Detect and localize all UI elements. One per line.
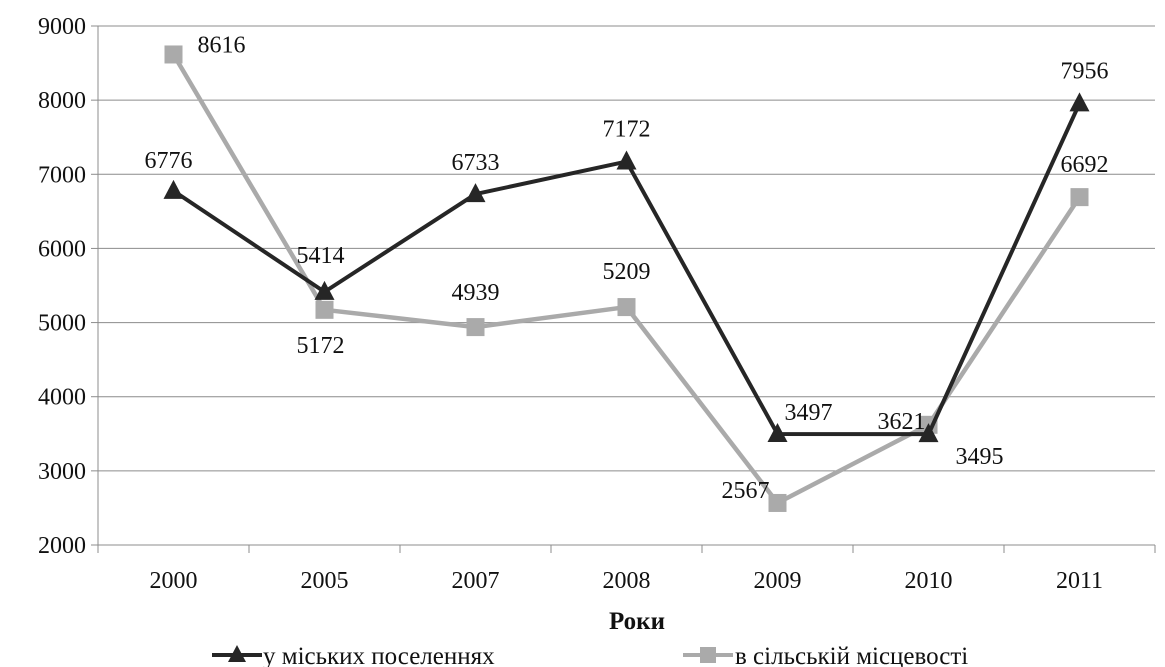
- data-label-urban: 7172: [603, 117, 651, 143]
- data-label-urban: 5414: [297, 243, 345, 269]
- y-tick-label: 8000: [38, 88, 86, 114]
- point-rural: [1070, 188, 1089, 207]
- series: [163, 45, 1090, 512]
- x-tick-label: 2011: [1056, 568, 1103, 594]
- data-label-urban: 6776: [145, 148, 193, 174]
- y-tick-label: 3000: [38, 459, 86, 485]
- data-label-rural: 5209: [603, 259, 651, 285]
- legend-item-rural: в сільській місцевості: [683, 643, 968, 667]
- legend-item-urban: у міських поселеннях: [212, 643, 495, 667]
- point-urban: [314, 280, 335, 300]
- point-urban: [1069, 92, 1090, 112]
- data-labels: 6776 5414 6733 7172 3497 3495 7956 8616 5172 4939…: [145, 32, 1109, 503]
- x-axis-title: Роки: [609, 608, 665, 635]
- point-rural: [315, 300, 334, 319]
- data-label-urban: 6733: [452, 150, 500, 176]
- legend-label-rural: в сільській місцевості: [735, 643, 968, 667]
- data-label-rural: 3621: [878, 409, 926, 435]
- data-label-urban: 7956: [1061, 58, 1109, 84]
- point-rural: [768, 493, 787, 512]
- point-rural: [164, 45, 183, 64]
- legend-marker-urban: [228, 645, 246, 662]
- point-rural: [466, 318, 485, 337]
- y-tick-label: 6000: [38, 236, 86, 262]
- x-tick-label: 2009: [754, 568, 802, 594]
- data-label-urban: 3497: [785, 400, 833, 426]
- legend: у міських поселеннях в сільській місцево…: [212, 643, 968, 667]
- y-tick-label: 9000: [38, 14, 86, 40]
- data-label-rural: 4939: [452, 280, 500, 306]
- data-label-rural: 6692: [1061, 152, 1109, 178]
- grid-lines: [98, 25, 1155, 472]
- x-tick-label: 2007: [452, 568, 500, 594]
- y-tick-label: 2000: [38, 533, 86, 559]
- x-tick-label: 2000: [150, 568, 198, 594]
- legend-marker-rural: [700, 647, 716, 663]
- point-urban: [767, 423, 788, 443]
- point-urban: [918, 423, 939, 443]
- axes: 2000 3000 4000 5000 6000 7000 8000 9000 2000 2005…: [38, 14, 1156, 594]
- data-label-rural: 2567: [722, 478, 770, 504]
- point-urban: [163, 179, 184, 199]
- legend-label-urban: у міських поселеннях: [263, 643, 495, 667]
- data-label-rural: 8616: [198, 32, 246, 58]
- point-rural: [617, 298, 636, 317]
- y-tick-label: 5000: [38, 311, 86, 337]
- x-tick-label: 2008: [603, 568, 651, 594]
- y-tick-label: 4000: [38, 385, 86, 411]
- x-tick-label: 2005: [301, 568, 349, 594]
- data-label-urban: 3495: [956, 444, 1004, 470]
- point-urban: [465, 183, 486, 203]
- x-tick-label: 2010: [905, 568, 953, 594]
- y-tick-label: 7000: [38, 162, 86, 188]
- data-label-rural: 5172: [297, 333, 345, 359]
- point-urban: [616, 150, 637, 170]
